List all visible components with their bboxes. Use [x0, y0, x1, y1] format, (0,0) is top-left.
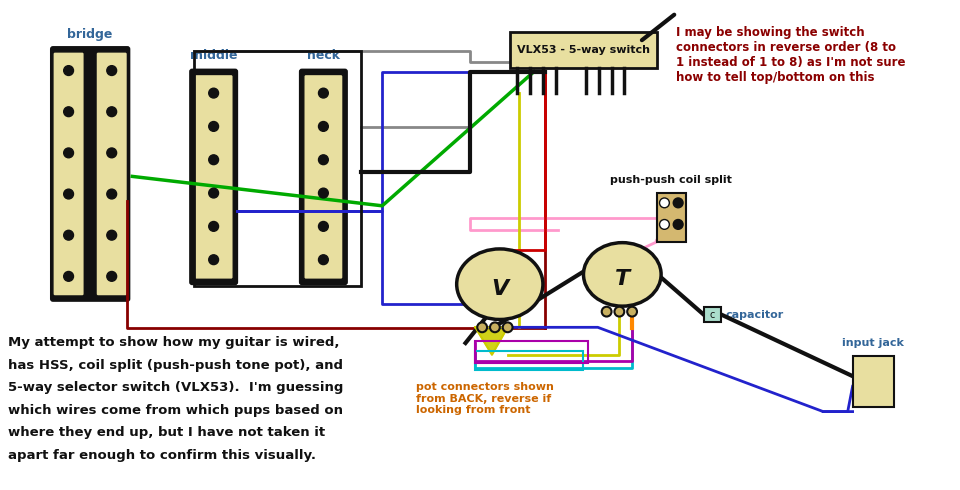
Text: where they end up, but I have not taken it: where they end up, but I have not taken …: [8, 426, 325, 440]
FancyBboxPatch shape: [189, 69, 238, 285]
Circle shape: [208, 188, 219, 198]
Text: push-push coil split: push-push coil split: [611, 175, 732, 185]
Circle shape: [107, 271, 116, 281]
Circle shape: [673, 220, 684, 229]
Text: My attempt to show how my guitar is wired,: My attempt to show how my guitar is wire…: [8, 336, 339, 349]
Text: capacitor: capacitor: [725, 310, 783, 319]
Text: has HSS, coil split (push-push tone pot), and: has HSS, coil split (push-push tone pot)…: [8, 359, 343, 372]
Circle shape: [490, 322, 500, 332]
FancyBboxPatch shape: [96, 52, 128, 296]
Circle shape: [673, 198, 684, 208]
Text: middle: middle: [190, 49, 237, 62]
FancyBboxPatch shape: [50, 46, 131, 302]
Circle shape: [63, 189, 74, 199]
Text: bridge: bridge: [67, 28, 113, 41]
Text: pot connectors shown
from BACK, reverse if
looking from front: pot connectors shown from BACK, reverse …: [417, 382, 554, 416]
FancyBboxPatch shape: [194, 74, 233, 279]
Circle shape: [208, 155, 219, 165]
Circle shape: [319, 188, 328, 198]
Bar: [475, 341, 588, 363]
Bar: [475, 351, 583, 370]
Circle shape: [319, 88, 328, 98]
Circle shape: [660, 220, 669, 229]
Bar: [852, 356, 894, 407]
Circle shape: [319, 255, 328, 265]
Circle shape: [602, 307, 612, 317]
Circle shape: [627, 307, 637, 317]
Circle shape: [319, 221, 328, 231]
Text: neck: neck: [307, 49, 340, 62]
Ellipse shape: [584, 243, 661, 306]
Polygon shape: [475, 327, 508, 355]
Bar: [657, 193, 686, 242]
Circle shape: [477, 322, 487, 332]
Text: 5-way selector switch (VLX53).  I'm guessing: 5-way selector switch (VLX53). I'm guess…: [8, 381, 344, 394]
Text: I may be showing the switch
connectors in reverse order (8 to
1 instead of 1 to : I may be showing the switch connectors i…: [676, 26, 905, 84]
Ellipse shape: [457, 249, 543, 319]
Bar: [194, 51, 361, 286]
Circle shape: [208, 88, 219, 98]
Bar: [704, 307, 721, 322]
FancyBboxPatch shape: [299, 69, 348, 285]
Circle shape: [107, 148, 116, 158]
FancyBboxPatch shape: [303, 74, 343, 279]
Text: T: T: [614, 270, 630, 289]
Circle shape: [107, 66, 116, 75]
Circle shape: [503, 322, 513, 332]
Circle shape: [614, 307, 624, 317]
Circle shape: [319, 122, 328, 131]
Circle shape: [208, 255, 219, 265]
Circle shape: [208, 122, 219, 131]
Circle shape: [63, 230, 74, 240]
Text: c: c: [709, 310, 715, 319]
Circle shape: [660, 198, 669, 208]
FancyBboxPatch shape: [53, 52, 84, 296]
Circle shape: [63, 107, 74, 117]
Circle shape: [107, 107, 116, 117]
Text: apart far enough to confirm this visually.: apart far enough to confirm this visuall…: [8, 449, 316, 462]
Text: which wires come from which pups based on: which wires come from which pups based o…: [8, 404, 343, 417]
Circle shape: [107, 189, 116, 199]
Circle shape: [63, 148, 74, 158]
Circle shape: [319, 155, 328, 165]
Text: VLX53 - 5-way switch: VLX53 - 5-way switch: [516, 45, 650, 55]
Text: input jack: input jack: [842, 338, 904, 348]
Text: V: V: [492, 279, 509, 299]
Circle shape: [63, 271, 74, 281]
Bar: [510, 32, 657, 68]
Circle shape: [208, 221, 219, 231]
Circle shape: [107, 230, 116, 240]
Circle shape: [63, 66, 74, 75]
